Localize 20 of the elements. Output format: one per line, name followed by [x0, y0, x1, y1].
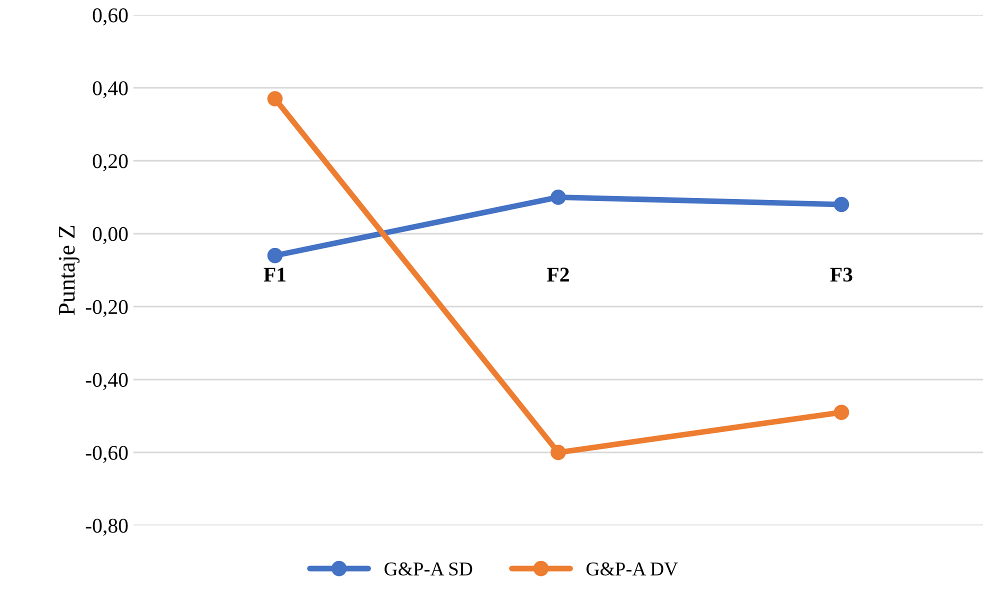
y-axis-title: Puntaje Z — [58, 226, 80, 316]
y-tick-label: -0,20 — [86, 300, 128, 318]
x-tick-label: F3 — [830, 268, 852, 282]
y-tick-label: 0,60 — [92, 8, 128, 26]
y-tick-label: -0,40 — [86, 372, 128, 390]
x-tick-label: F1 — [264, 268, 286, 282]
point — [267, 248, 283, 264]
legend-label: G&P-A SD — [384, 562, 472, 576]
y-tick-label: 0,40 — [92, 81, 128, 98]
point — [834, 196, 850, 212]
point — [267, 91, 283, 106]
x-tick-label: F2 — [547, 268, 569, 282]
point — [834, 404, 850, 420]
y-tick-label: -0,60 — [86, 446, 128, 463]
point — [550, 444, 566, 460]
y-tick-label: 0,00 — [92, 227, 128, 244]
y-tick-label: 0,20 — [92, 154, 128, 172]
point — [550, 190, 566, 205]
legend-label: G&P-A DV — [586, 562, 678, 576]
y-tick-label: -0,80 — [86, 518, 128, 536]
